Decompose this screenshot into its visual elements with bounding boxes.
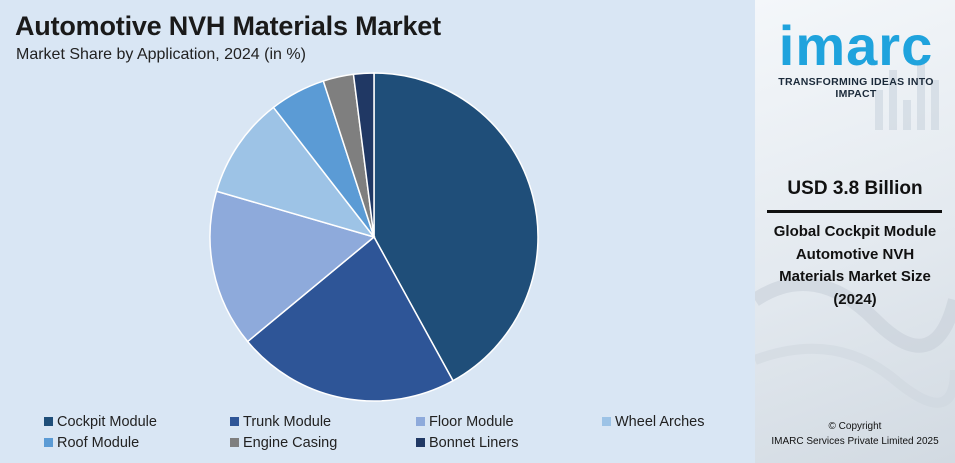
chart-subtitle: Market Share by Application, 2024 (in %) xyxy=(16,46,306,63)
legend-item-cockpit-module: Cockpit Module xyxy=(44,412,230,431)
market-desc-line: (2024) xyxy=(833,290,877,308)
imarc-logo: imarc TRANSFORMING IDEAS INTO IMPACT xyxy=(763,14,949,101)
chart-title: Automotive NVH Materials Market xyxy=(15,11,441,41)
legend-label: Engine Casing xyxy=(243,434,338,451)
background-graphic xyxy=(755,60,955,408)
legend-swatch xyxy=(602,417,611,426)
legend-swatch xyxy=(230,438,239,447)
logo-wordmark: imarc xyxy=(778,14,934,77)
legend-label: Floor Module xyxy=(429,413,514,430)
legend-label: Roof Module xyxy=(57,434,140,451)
legend-swatch xyxy=(416,438,425,447)
legend-item-wheel-arches: Wheel Arches xyxy=(602,412,752,431)
market-desc-line: Automotive NVH xyxy=(795,245,915,263)
legend-swatch xyxy=(44,417,53,426)
legend-label: Cockpit Module xyxy=(57,413,157,430)
copyright-notice: © Copyright IMARC Services Private Limit… xyxy=(755,419,955,449)
pie-slice-wheel-arches xyxy=(215,106,377,239)
pie-slice-bonnet-liners xyxy=(352,72,375,238)
sidebar-panel: imarc TRANSFORMING IDEAS INTO IMPACT USD… xyxy=(755,0,955,463)
market-value: USD 3.8 Billion xyxy=(787,178,923,199)
copyright-line: IMARC Services Private Limited 2025 xyxy=(771,436,939,447)
logo-tagline: TRANSFORMING IDEAS INTO IMPACT xyxy=(778,76,934,100)
market-desc-line: Materials Market Size xyxy=(779,268,931,285)
copyright-line: © Copyright xyxy=(828,421,882,432)
pie-slice-trunk-module xyxy=(246,235,455,402)
market-desc-line: Global Cockpit Module xyxy=(773,223,937,240)
legend-item-bonnet-liners: Bonnet Liners xyxy=(416,433,602,452)
legend-item-floor-module: Floor Module xyxy=(416,412,602,431)
legend-swatch xyxy=(230,417,239,426)
pie-slice-cockpit-module xyxy=(373,72,539,382)
legend-label: Bonnet Liners xyxy=(429,434,519,451)
chart-legend: Cockpit Module Trunk Module Floor Module Wh… xyxy=(44,412,744,452)
market-description: Global Cockpit Module Automotive NVH Mat… xyxy=(755,221,955,311)
chart-panel: Automotive NVH Materials Market Market S… xyxy=(0,0,755,463)
legend-swatch xyxy=(416,417,425,426)
legend-label: Trunk Module xyxy=(243,413,332,430)
legend-item-roof-module: Roof Module xyxy=(44,433,230,452)
value-divider xyxy=(767,210,942,213)
legend-item-trunk-module: Trunk Module xyxy=(230,412,416,431)
legend-label: Wheel Arches xyxy=(615,413,705,430)
legend-item-engine-casing: Engine Casing xyxy=(230,433,416,452)
pie-slice-floor-module xyxy=(209,190,376,343)
legend-swatch xyxy=(44,438,53,447)
pie-chart xyxy=(209,72,539,402)
